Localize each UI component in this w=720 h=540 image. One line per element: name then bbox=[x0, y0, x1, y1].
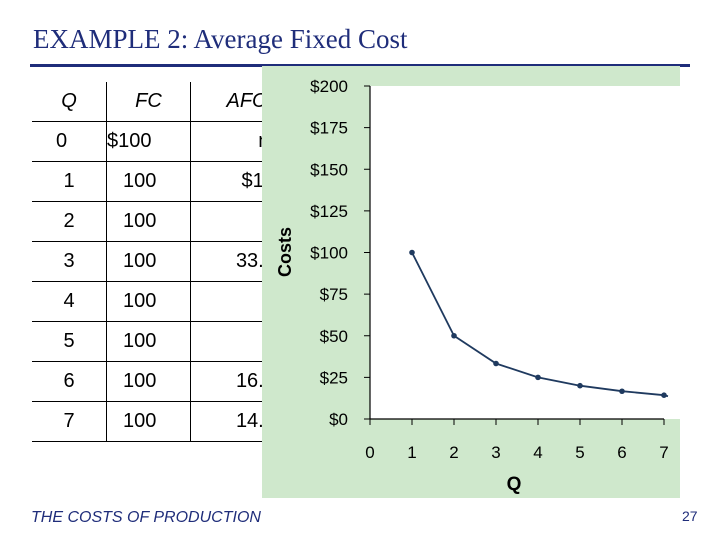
y-tick-label: $150 bbox=[310, 160, 348, 179]
cell-q: 6 bbox=[32, 361, 107, 402]
x-axis-label: Q bbox=[507, 474, 522, 495]
cell-q: 1 bbox=[32, 161, 107, 202]
data-point bbox=[451, 332, 457, 339]
y-tick-label: $125 bbox=[310, 202, 348, 221]
plot-area bbox=[370, 86, 690, 419]
afc-chart-svg: $0 $25 $50 $75 $100 $125 $150 $175 $200 0 1 2 3 4 5 6 7… bbox=[262, 66, 690, 498]
x-axis-ticks: 0 1 2 3 4 5 6 7 bbox=[365, 419, 669, 462]
page-number: 27 bbox=[682, 508, 698, 524]
cell-fc: 100 bbox=[106, 281, 191, 322]
x-tick-label: 7 bbox=[659, 443, 668, 462]
slide-footer: THE COSTS OF PRODUCTION bbox=[31, 509, 261, 526]
cell-fc: 100 bbox=[106, 321, 191, 362]
x-tick-label: 3 bbox=[491, 443, 500, 462]
y-tick-label: $25 bbox=[320, 368, 348, 387]
data-point bbox=[661, 392, 667, 399]
column-header-fc: FC bbox=[106, 82, 191, 122]
y-tick-label: $175 bbox=[310, 119, 348, 138]
x-tick-label: 6 bbox=[617, 443, 626, 462]
cell-fc: 100 bbox=[106, 201, 191, 242]
cell-fc: $100 bbox=[106, 121, 191, 162]
afc-series bbox=[409, 249, 669, 399]
x-tick-label: 0 bbox=[365, 443, 374, 462]
y-tick-label: $200 bbox=[310, 77, 348, 96]
afc-chart: $0 $25 $50 $75 $100 $125 $150 $175 $200 0 1 2 3 4 5 6 7… bbox=[262, 66, 690, 498]
y-axis-ticks: $0 $25 $50 $75 $100 $125 $150 $175 $200 bbox=[310, 77, 370, 429]
column-header-q: Q bbox=[32, 82, 107, 122]
cell-q: 4 bbox=[32, 281, 107, 322]
data-point bbox=[409, 249, 415, 256]
cell-q: 2 bbox=[32, 201, 107, 242]
cell-q: 5 bbox=[32, 321, 107, 362]
cell-fc: 100 bbox=[106, 161, 191, 202]
cell-fc: 100 bbox=[106, 401, 191, 442]
y-tick-label: $100 bbox=[310, 244, 348, 263]
table-row: 7 100 14.29 bbox=[32, 401, 302, 442]
cell-fc: 100 bbox=[106, 361, 191, 402]
x-tick-label: 4 bbox=[533, 443, 542, 462]
cell-fc: 100 bbox=[106, 241, 191, 282]
x-tick-label: 2 bbox=[449, 443, 458, 462]
afc-table: Q FC AFC 0 $100 n/a 1 100 $100 2 100 50 … bbox=[32, 82, 302, 442]
cell-q: 0 bbox=[32, 121, 107, 162]
table-row: 6 100 16.67 bbox=[32, 361, 302, 402]
y-tick-label: $0 bbox=[329, 410, 348, 429]
y-tick-label: $50 bbox=[320, 327, 348, 346]
y-axis-label: Costs bbox=[275, 227, 295, 277]
cell-q: 3 bbox=[32, 241, 107, 282]
title-divider bbox=[30, 64, 690, 67]
data-point bbox=[535, 374, 541, 381]
data-point bbox=[493, 360, 499, 367]
cell-q: 7 bbox=[32, 401, 107, 442]
y-tick-label: $75 bbox=[320, 285, 348, 304]
x-tick-label: 5 bbox=[575, 443, 584, 462]
afc-line bbox=[411, 252, 669, 398]
x-tick-label: 1 bbox=[407, 443, 416, 462]
slide-title: EXAMPLE 2: Average Fixed Cost bbox=[33, 24, 408, 54]
data-point bbox=[577, 382, 583, 389]
data-point bbox=[619, 388, 625, 395]
